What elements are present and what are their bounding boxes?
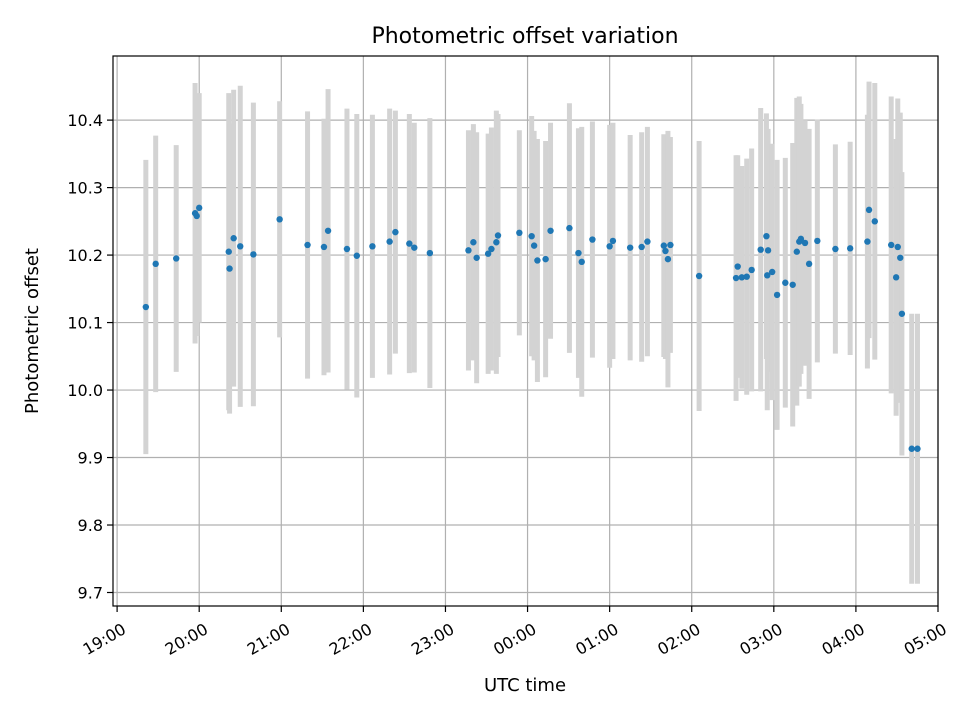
data-point	[484, 250, 492, 257]
data-point	[173, 255, 180, 262]
data-point	[353, 252, 361, 259]
data-point	[530, 242, 538, 249]
data-point	[276, 216, 283, 223]
data-point	[801, 239, 809, 247]
data-point	[230, 235, 237, 242]
data-point	[763, 232, 770, 240]
data-point	[892, 274, 900, 281]
data-point	[864, 238, 871, 245]
data-point	[660, 242, 668, 249]
y-tick-label: 9.7	[78, 584, 103, 603]
data-point	[343, 245, 351, 253]
data-point	[748, 266, 755, 274]
data-point	[773, 291, 781, 299]
data-point	[589, 236, 596, 243]
data-point	[898, 310, 906, 317]
data-point	[411, 244, 418, 251]
data-point	[465, 247, 472, 254]
data-point	[324, 227, 332, 234]
data-point	[662, 247, 669, 255]
data-point	[846, 245, 854, 252]
data-point	[797, 235, 805, 243]
data-point	[392, 228, 399, 236]
data-point	[473, 254, 480, 261]
data-point	[566, 224, 573, 232]
y-tick-label: 9.8	[78, 516, 103, 535]
data-point	[865, 206, 873, 214]
data-point	[304, 241, 311, 249]
data-point	[534, 257, 541, 264]
data-point	[575, 249, 582, 257]
data-point	[667, 241, 674, 249]
data-point	[644, 238, 651, 245]
data-point	[250, 251, 257, 258]
data-point	[606, 243, 613, 250]
y-axis-label: Photometric offset	[22, 248, 43, 414]
data-point	[528, 232, 535, 240]
data-point	[488, 245, 495, 253]
data-point	[152, 260, 159, 268]
data-point	[743, 273, 750, 280]
data-point	[578, 258, 585, 266]
data-point	[226, 265, 233, 272]
data-point	[757, 246, 764, 253]
y-tick-label: 10.0	[67, 381, 103, 400]
data-point	[908, 445, 915, 452]
data-point	[406, 240, 413, 247]
y-tick-label: 10.4	[67, 111, 103, 130]
data-point	[914, 445, 921, 452]
data-point	[764, 247, 772, 254]
data-point	[626, 244, 634, 251]
data-point	[897, 254, 904, 261]
data-point	[793, 248, 801, 255]
y-tick-label: 10.3	[67, 179, 103, 198]
data-point	[470, 239, 477, 246]
data-point	[320, 243, 328, 251]
data-point	[764, 272, 771, 279]
data-point	[386, 238, 393, 245]
data-point	[732, 274, 740, 282]
data-point	[789, 281, 796, 288]
data-point	[664, 255, 672, 263]
data-point	[225, 248, 232, 255]
data-point	[805, 260, 813, 268]
data-point	[193, 212, 200, 220]
data-point	[814, 237, 821, 245]
data-point	[547, 227, 554, 234]
data-point	[894, 243, 901, 251]
data-point	[142, 303, 150, 311]
x-axis-label: UTC time	[484, 675, 566, 696]
data-point	[237, 243, 244, 250]
data-point	[768, 268, 776, 276]
data-point	[426, 249, 434, 257]
data-points	[142, 204, 921, 452]
data-point	[888, 241, 895, 249]
data-point	[494, 232, 502, 239]
data-point	[832, 245, 839, 253]
data-point	[638, 243, 645, 251]
plot-frame	[112, 55, 939, 607]
data-point	[542, 255, 549, 263]
data-point	[369, 243, 376, 250]
data-point	[782, 279, 789, 286]
data-point	[738, 274, 746, 281]
y-tick-label: 10.2	[67, 246, 103, 265]
data-point	[695, 272, 703, 280]
data-point	[734, 263, 741, 270]
y-tick-label: 9.9	[78, 449, 103, 468]
chart-title: Photometric offset variation	[371, 24, 678, 49]
data-point	[609, 237, 617, 245]
data-point	[516, 229, 523, 237]
plot-area-background	[113, 56, 938, 606]
y-tick-label: 10.1	[67, 314, 103, 333]
data-point	[871, 218, 878, 225]
data-point	[195, 204, 203, 212]
data-point	[493, 239, 500, 246]
